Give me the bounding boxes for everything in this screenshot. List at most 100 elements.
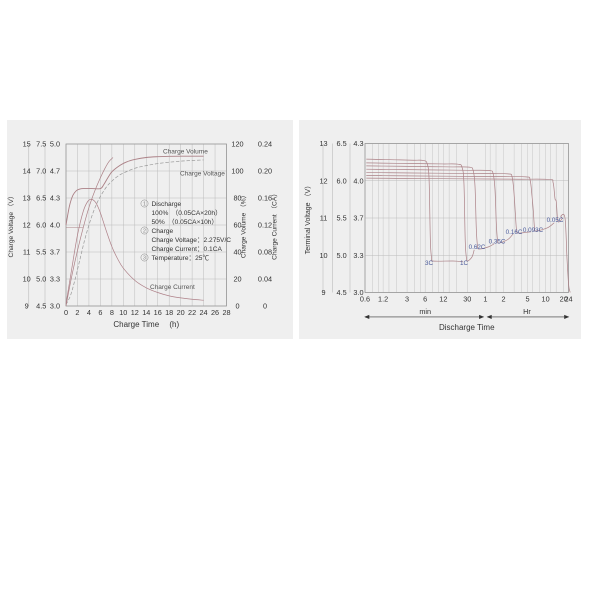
svg-text:100: 100: [231, 167, 243, 176]
svg-text:5.5: 5.5: [337, 214, 347, 223]
svg-text:2: 2: [501, 295, 505, 304]
svg-text:30: 30: [463, 295, 471, 304]
svg-text:Discharge Time: Discharge Time: [439, 323, 495, 332]
svg-text:4: 4: [87, 308, 91, 317]
svg-text:26: 26: [211, 308, 219, 317]
svg-text:7.5: 7.5: [36, 140, 46, 149]
svg-text:10: 10: [542, 295, 550, 304]
svg-text:1: 1: [143, 202, 146, 208]
svg-text:9: 9: [321, 288, 325, 297]
svg-text:11: 11: [320, 214, 328, 223]
svg-text:0.20: 0.20: [258, 167, 272, 176]
svg-text:100% （0.05CA×20h）: 100% （0.05CA×20h）: [152, 209, 222, 217]
svg-text:1C: 1C: [460, 260, 469, 267]
svg-text:3.3: 3.3: [353, 251, 363, 260]
svg-text:12: 12: [439, 295, 447, 304]
svg-text:Charge Volume: Charge Volume: [163, 149, 208, 156]
svg-text:14: 14: [23, 167, 31, 176]
svg-text:12: 12: [23, 221, 31, 230]
svg-text:14: 14: [142, 308, 150, 317]
svg-text:Hr: Hr: [523, 307, 531, 316]
svg-text:0.24: 0.24: [258, 140, 272, 149]
svg-text:5.0: 5.0: [50, 140, 60, 149]
svg-text:3.7: 3.7: [353, 214, 363, 223]
svg-text:0.08: 0.08: [258, 248, 272, 257]
svg-text:4.3: 4.3: [353, 139, 363, 148]
svg-text:20: 20: [233, 275, 241, 284]
svg-text:3C: 3C: [425, 260, 434, 267]
svg-text:13: 13: [23, 194, 31, 203]
svg-text:0: 0: [263, 302, 267, 311]
svg-text:Charge: Charge: [152, 228, 174, 235]
svg-text:0: 0: [235, 302, 239, 311]
svg-text:28: 28: [222, 308, 230, 317]
svg-text:5.0: 5.0: [337, 251, 347, 260]
svg-text:0.093C: 0.093C: [523, 227, 544, 234]
svg-text:Charge Volume （%）: Charge Volume （%）: [240, 192, 248, 258]
svg-text:22: 22: [188, 308, 196, 317]
svg-text:6.5: 6.5: [36, 194, 46, 203]
svg-text:12: 12: [319, 176, 327, 185]
svg-text:0.62C: 0.62C: [469, 244, 486, 251]
svg-text:3.7: 3.7: [50, 248, 60, 257]
svg-text:3: 3: [143, 256, 146, 262]
svg-text:9: 9: [25, 302, 29, 311]
svg-text:5: 5: [525, 295, 529, 304]
svg-text:Temperature：25℃: Temperature：25℃: [152, 254, 210, 262]
svg-text:24: 24: [200, 308, 208, 317]
svg-text:7.0: 7.0: [36, 167, 46, 176]
svg-text:4.0: 4.0: [50, 221, 60, 230]
svg-text:120: 120: [231, 140, 243, 149]
svg-text:5.0: 5.0: [36, 275, 46, 284]
svg-text:Charge Current: Charge Current: [150, 284, 195, 291]
svg-text:Terminal Voltage （V）: Terminal Voltage （V）: [304, 182, 312, 254]
svg-text:Charge Time (h): Charge Time (h): [113, 320, 179, 329]
svg-text:6: 6: [98, 308, 102, 317]
svg-text:11: 11: [23, 248, 31, 257]
svg-text:10: 10: [119, 308, 127, 317]
svg-text:0.35C: 0.35C: [489, 239, 506, 246]
svg-text:3.3: 3.3: [50, 275, 60, 284]
svg-text:min: min: [419, 307, 431, 316]
svg-text:3.0: 3.0: [50, 302, 60, 311]
svg-text:3: 3: [405, 295, 409, 304]
svg-text:1: 1: [483, 295, 487, 304]
svg-text:0.16C: 0.16C: [506, 229, 523, 236]
svg-text:Charge Voltage：2.275V/C: Charge Voltage：2.275V/C: [152, 237, 232, 244]
svg-text:15: 15: [23, 140, 31, 149]
svg-text:4.5: 4.5: [337, 288, 347, 297]
svg-text:1.2: 1.2: [378, 295, 388, 304]
svg-text:18: 18: [165, 308, 173, 317]
svg-text:Charge Voltage （V）: Charge Voltage （V）: [7, 193, 15, 258]
svg-text:10: 10: [23, 275, 31, 284]
svg-text:0.05C: 0.05C: [547, 217, 564, 224]
svg-text:0.12: 0.12: [258, 221, 272, 230]
svg-text:0: 0: [64, 308, 68, 317]
svg-text:0.16: 0.16: [258, 194, 272, 203]
svg-text:Charge Current （CA）: Charge Current （CA）: [271, 190, 279, 260]
svg-text:6: 6: [423, 295, 427, 304]
svg-text:4.7: 4.7: [50, 167, 60, 176]
svg-text:50% （0.05CA×10h）: 50% （0.05CA×10h）: [152, 218, 219, 226]
svg-text:13: 13: [319, 139, 327, 148]
svg-text:Charge Current：0.1CA: Charge Current：0.1CA: [152, 246, 223, 253]
svg-text:Charge Voltage: Charge Voltage: [180, 171, 225, 178]
svg-text:6.0: 6.0: [337, 176, 347, 185]
svg-text:2: 2: [75, 308, 79, 317]
svg-text:0.04: 0.04: [258, 275, 272, 284]
svg-text:16: 16: [154, 308, 162, 317]
svg-text:10: 10: [319, 251, 327, 260]
svg-text:8: 8: [110, 308, 114, 317]
svg-text:4.0: 4.0: [353, 176, 363, 185]
svg-text:20: 20: [177, 308, 185, 317]
svg-text:4.5: 4.5: [36, 302, 46, 311]
svg-text:2: 2: [143, 229, 146, 235]
svg-text:0.6: 0.6: [360, 295, 370, 304]
svg-text:12: 12: [131, 308, 139, 317]
svg-text:5.5: 5.5: [36, 248, 46, 257]
svg-text:6.0: 6.0: [36, 221, 46, 230]
svg-text:24: 24: [564, 295, 572, 304]
svg-text:Discharge: Discharge: [152, 201, 182, 208]
svg-text:4.3: 4.3: [50, 194, 60, 203]
svg-text:6.5: 6.5: [337, 139, 347, 148]
